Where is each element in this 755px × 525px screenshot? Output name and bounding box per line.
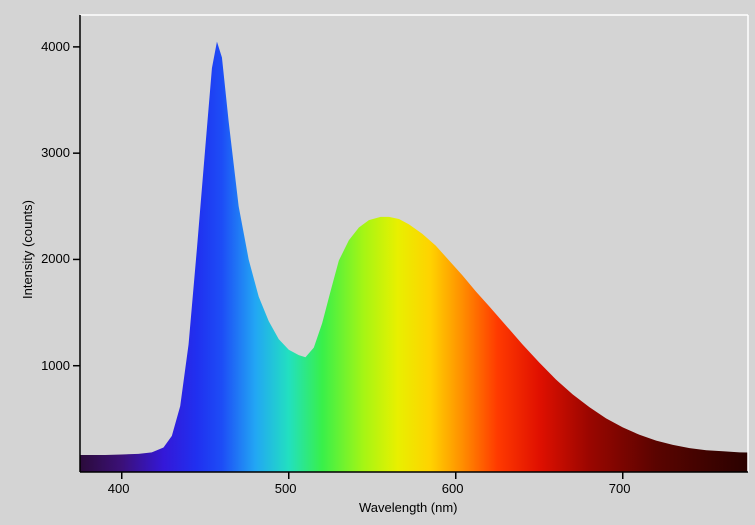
- y-tick-label: 1000: [41, 358, 70, 373]
- x-tick-label: 400: [108, 481, 130, 496]
- y-tick-label: 2000: [41, 251, 70, 266]
- y-tick-label: 4000: [41, 39, 70, 54]
- y-tick-label: 3000: [41, 145, 70, 160]
- x-tick-label: 600: [442, 481, 464, 496]
- x-axis-label: Wavelength (nm): [359, 500, 458, 515]
- x-tick-label: 700: [609, 481, 631, 496]
- y-axis-label: Intensity (counts): [20, 200, 35, 299]
- spectrum-chart: Intensity (counts) Wavelength (nm) 400 50…: [0, 0, 755, 525]
- plot-area: [0, 0, 755, 525]
- x-tick-label: 500: [275, 481, 297, 496]
